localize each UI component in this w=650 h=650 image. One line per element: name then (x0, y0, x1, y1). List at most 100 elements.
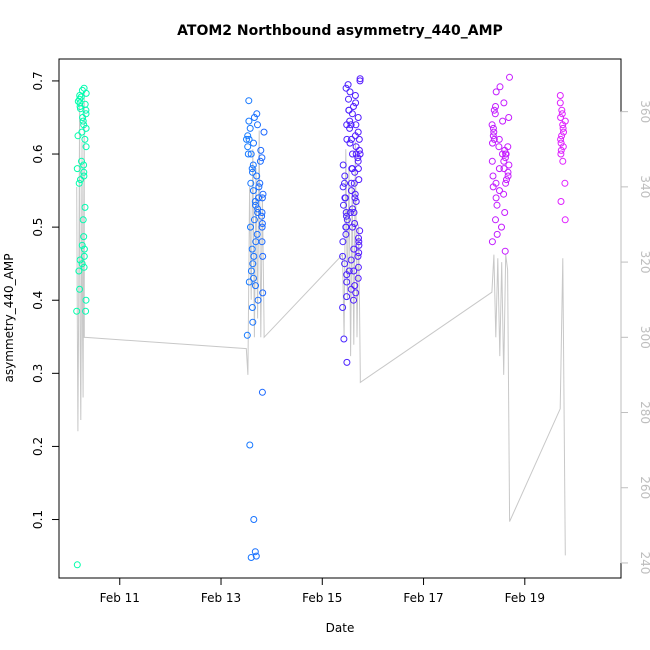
x-tick-label: Feb 17 (403, 591, 443, 605)
data-point (80, 172, 88, 180)
data-point (342, 209, 350, 216)
data-point (341, 179, 348, 187)
data-point (351, 92, 359, 99)
data-point (81, 203, 89, 211)
data-point (254, 205, 262, 213)
data-point (493, 201, 501, 209)
x-tick-label: Feb 15 (302, 591, 342, 605)
data-point (343, 293, 351, 301)
data-point (352, 150, 360, 158)
data-point (355, 234, 362, 242)
data-point (252, 552, 260, 560)
data-point (348, 165, 356, 173)
data-point (251, 548, 259, 556)
data-point (342, 84, 350, 92)
data-point (491, 110, 499, 118)
data-point (339, 183, 347, 191)
data-point (502, 179, 510, 187)
y-axis-label: asymmetry_440_AMP (2, 254, 16, 383)
data-point (492, 88, 500, 96)
data-point (495, 135, 503, 143)
data-point (345, 95, 352, 103)
data-point (501, 209, 509, 216)
data-point (346, 88, 354, 96)
data-point (488, 121, 496, 129)
data-point (347, 256, 355, 264)
data-point (258, 238, 266, 246)
data-point (350, 267, 358, 275)
data-point (258, 388, 266, 396)
data-point (500, 190, 508, 198)
data-point (558, 132, 566, 140)
data-point (561, 216, 569, 224)
data-point (246, 124, 254, 132)
data-point (348, 110, 356, 118)
data-point (492, 179, 500, 187)
data-point (347, 179, 355, 187)
data-point (356, 77, 364, 85)
data-point (557, 198, 565, 205)
data-point (352, 198, 360, 205)
data-point (256, 157, 264, 165)
data-point (254, 209, 262, 216)
y-tick-label: 0.3 (31, 364, 45, 383)
data-point (496, 83, 504, 91)
data-point (247, 554, 255, 561)
data-point (354, 252, 362, 260)
data-point (78, 157, 85, 165)
data-point (345, 106, 353, 114)
data-point (342, 230, 350, 238)
data-point (254, 296, 262, 304)
data-point (351, 190, 359, 198)
data-point (253, 172, 261, 180)
data-point (341, 260, 349, 268)
data-point (352, 99, 360, 107)
data-point (80, 252, 88, 260)
data-point (247, 267, 255, 275)
data-point (244, 143, 252, 151)
plot-frame (58, 58, 622, 579)
data-point (80, 233, 88, 241)
data-point (342, 223, 350, 231)
data-point (252, 282, 259, 290)
data-point (76, 285, 84, 293)
data-point (258, 194, 266, 202)
data-point (349, 205, 356, 213)
data-point (245, 135, 253, 143)
data-point (557, 150, 565, 158)
data-point (499, 150, 506, 158)
data-point (351, 194, 359, 202)
y2-tick-label: 320 (638, 251, 650, 274)
data-point (249, 260, 257, 268)
data-point (82, 307, 90, 315)
data-point (341, 172, 349, 180)
data-point (342, 194, 349, 202)
data-point (350, 296, 357, 304)
data-point (350, 179, 358, 187)
data-point (557, 135, 565, 143)
data-point (248, 165, 256, 173)
data-point (250, 216, 258, 224)
data-point (258, 223, 266, 231)
data-point (82, 110, 90, 118)
data-point (489, 172, 497, 180)
data-point (256, 179, 264, 187)
data-point (558, 110, 566, 118)
y-tick-label: 0.2 (31, 437, 45, 456)
y2-tick-label: 260 (638, 476, 650, 499)
data-point (355, 249, 363, 257)
data-point (75, 267, 83, 275)
data-point (339, 161, 347, 169)
data-point (504, 168, 512, 176)
y2-tick-label: 360 (638, 100, 650, 123)
data-point (505, 114, 513, 121)
data-point (559, 143, 567, 151)
data-point (350, 209, 358, 216)
data-point (258, 209, 266, 216)
data-point (343, 216, 351, 224)
data-point (352, 289, 360, 297)
y2-tick-label: 300 (638, 326, 650, 349)
data-point (78, 241, 86, 249)
data-point (502, 150, 510, 158)
data-point (557, 139, 565, 147)
